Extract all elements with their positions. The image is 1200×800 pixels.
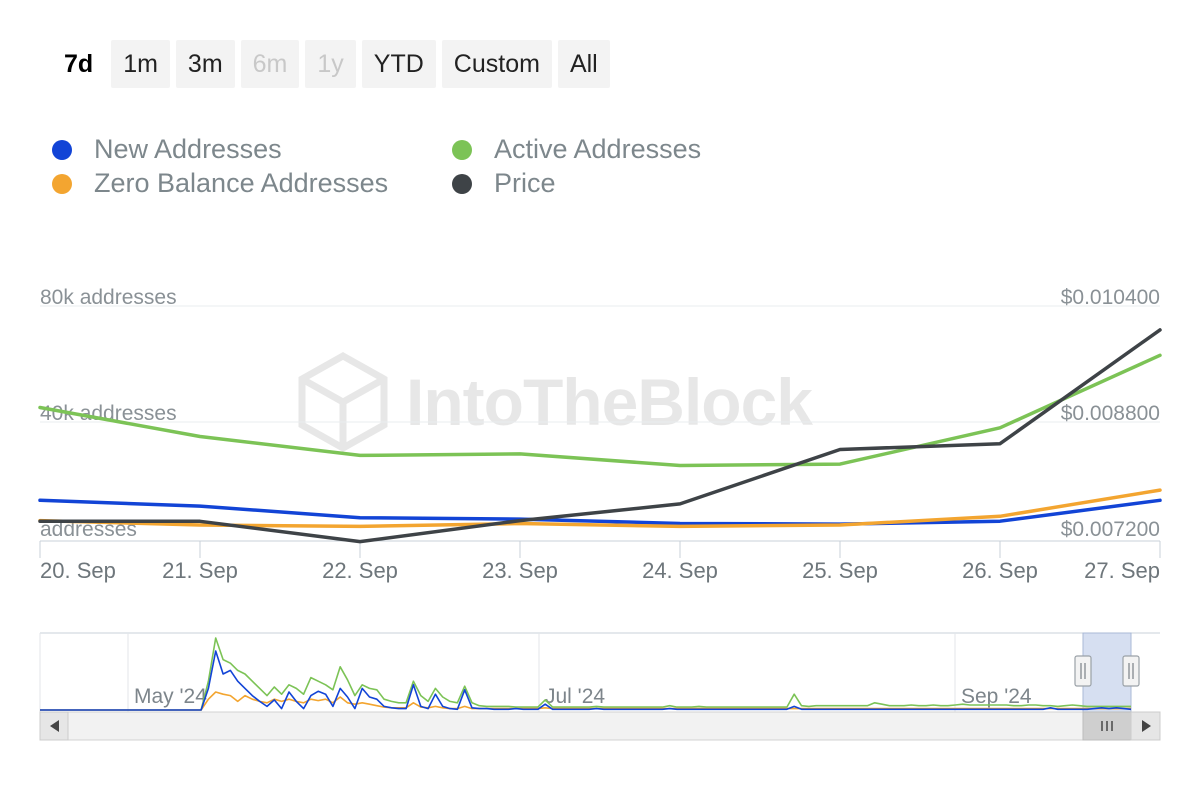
- series-line-new-addresses: [38, 498, 1162, 526]
- x-axis-tick-label: 25. Sep: [802, 558, 878, 583]
- legend-label-active-addresses: Active Addresses: [494, 134, 702, 164]
- legend-dot-price: [452, 173, 472, 194]
- grid-lines: [40, 305, 1160, 423]
- x-axis-tick-label: 23. Sep: [482, 558, 558, 583]
- navigator-handle-left[interactable]: [1074, 655, 1092, 687]
- navigator-series-new: [40, 650, 1132, 711]
- x-axis-tick-label: 27. Sep: [1084, 558, 1160, 583]
- left-axis-tick-label: 40k addresses: [40, 402, 177, 425]
- legend-item-new-addresses[interactable]: New Addresses: [52, 134, 282, 165]
- scroll-right-arrow-icon: [1142, 720, 1151, 732]
- navigator: May '24 Jul '24 Sep '24: [39, 632, 1161, 741]
- legend-label-price: Price: [494, 168, 556, 198]
- left-axis-tick-label: 80k addresses: [40, 286, 177, 309]
- legend-dot-new-addresses: [52, 139, 72, 160]
- legend-dot-active-addresses: [452, 139, 472, 160]
- navigator-month-label: Sep '24: [961, 685, 1032, 708]
- series-line-price: [38, 328, 1162, 544]
- range-button-6m: 6m: [240, 40, 300, 88]
- range-button-custom[interactable]: Custom: [441, 40, 552, 88]
- navigator-month-label: May '24: [134, 685, 207, 708]
- range-button-1m[interactable]: 1m: [111, 40, 170, 88]
- range-button-all[interactable]: All: [557, 40, 610, 88]
- series-line-active-addresses: [38, 353, 1162, 468]
- right-axis-tick-label: $0.007200: [1061, 518, 1160, 541]
- navigator-scrollbar-track[interactable]: [39, 711, 1161, 741]
- scroll-left-arrow-icon: [50, 720, 59, 732]
- navigator-month-label: Jul '24: [545, 685, 605, 708]
- legend-item-active-addresses[interactable]: Active Addresses: [452, 134, 701, 165]
- legend-item-price[interactable]: Price: [452, 168, 556, 199]
- legend-item-zero-balance-addresses[interactable]: Zero Balance Addresses: [52, 168, 388, 199]
- legend-label-new-addresses: New Addresses: [94, 134, 282, 164]
- right-axis-tick-label: $0.008800: [1061, 402, 1160, 425]
- range-selector: 7d 1m 3m 6m 1y YTD Custom All: [52, 40, 610, 88]
- legend-label-zero-balance-addresses: Zero Balance Addresses: [94, 168, 389, 198]
- range-button-3m[interactable]: 3m: [175, 40, 235, 88]
- navigator-handle-right[interactable]: [1122, 655, 1140, 687]
- x-axis-tick-label: 24. Sep: [642, 558, 718, 583]
- series-lines: [38, 328, 1162, 544]
- x-axis-tick-label: 26. Sep: [962, 558, 1038, 583]
- right-axis-tick-label: $0.010400: [1061, 286, 1160, 309]
- navigator-series-active: [40, 637, 1131, 711]
- range-button-7d[interactable]: 7d: [52, 40, 106, 88]
- x-axis-tick-label: 22. Sep: [322, 558, 398, 583]
- legend-dot-zero-balance-addresses: [52, 173, 72, 194]
- x-axis-tick-label: 20. Sep: [40, 558, 116, 583]
- range-button-ytd[interactable]: YTD: [361, 40, 436, 88]
- x-axis-tick-label: 21. Sep: [162, 558, 238, 583]
- range-button-1y: 1y: [305, 40, 356, 88]
